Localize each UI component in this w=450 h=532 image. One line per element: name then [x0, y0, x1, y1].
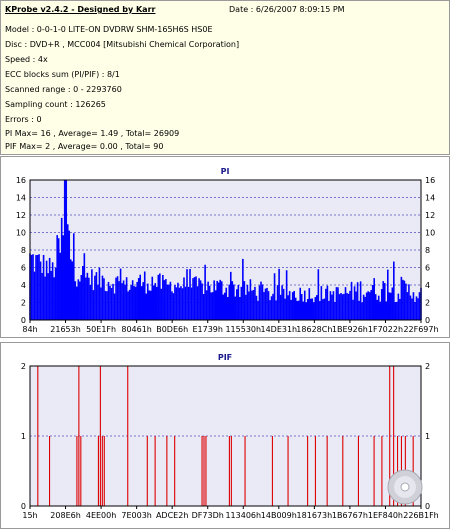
info-pif-summary: PIF Max= 2 , Average= 0.00 , Total= 90 [5, 142, 164, 151]
x-tick-label: 18628Ch [296, 325, 332, 334]
x-tick-label: 113406h [225, 511, 261, 520]
info-sampling-count: Sampling count : 126265 [5, 100, 106, 109]
pi-bars [29, 180, 422, 320]
y-tick-label: 16 [16, 176, 26, 185]
pi-y-axis-right: 0 2 4 6 8 10 12 14 16 [425, 176, 435, 325]
x-tick-label: 208E6h [50, 511, 80, 520]
x-tick-label: 14DE31h [260, 325, 297, 334]
app-title: KProbe v2.4.2 - Designed by Karr [5, 5, 156, 14]
x-tick-label: 84h [22, 325, 37, 334]
x-tick-label: 22F697h [403, 325, 438, 334]
y-tick-label: 2 [21, 299, 26, 308]
y-tick-label: 14 [425, 194, 435, 203]
y-tick-label: 8 [21, 246, 26, 255]
pi-y-axis-left: 0 2 4 6 8 10 12 14 16 [16, 176, 26, 325]
pif-chart-title: PIF [218, 353, 232, 362]
y-tick-label: 16 [425, 176, 435, 185]
y-tick-label: 2 [425, 362, 430, 371]
pi-x-axis: 84h 21653h 50E1Fh 80461h B0DE6h E1739h 115530h… [22, 320, 439, 334]
info-ecc-blocks: ECC blocks sum (PI/PIF) : 8/1 [5, 70, 120, 79]
y-tick-label: 8 [425, 246, 430, 255]
x-tick-label: 14B009h [261, 511, 297, 520]
pi-chart-title: PI [221, 167, 230, 176]
y-tick-label: 1 [21, 432, 26, 441]
y-tick-label: 12 [425, 211, 435, 220]
y-tick-label: 10 [16, 229, 26, 238]
y-tick-label: 6 [21, 264, 26, 273]
x-tick-label: 1BE926h [332, 325, 368, 334]
disc-icon [387, 469, 423, 505]
x-tick-label: 80461h [121, 325, 152, 334]
pif-chart-panel: PIF 0 1 2 0 1 2 15h 208E6h 4EE00h 7E003h ADCE2h D… [0, 342, 450, 529]
pif-x-axis: 15h 208E6h 4EE00h 7E003h ADCE2h DF73Dh 113406h… [22, 506, 439, 520]
y-tick-label: 2 [21, 362, 26, 371]
x-tick-label: 4EE00h [86, 511, 116, 520]
pif-y-axis-right: 0 1 2 [425, 362, 430, 511]
info-errors: Errors : 0 [5, 115, 42, 124]
y-tick-label: 1 [425, 432, 430, 441]
x-tick-label: 1F7022h [368, 325, 403, 334]
pif-plot-border [29, 365, 422, 507]
y-tick-label: 0 [21, 502, 26, 511]
x-tick-label: 7E003h [121, 511, 151, 520]
x-tick-label: B0DE6h [156, 325, 188, 334]
info-disc: Disc : DVD+R , MCC004 [Mitsubishi Chemic… [5, 40, 240, 49]
pif-y-axis-left: 0 1 2 [21, 362, 26, 511]
pi-chart: PI 0 2 4 6 8 10 12 14 16 0 2 4 6 8 10 12 14 16 84h 21653h… [16, 167, 439, 334]
y-tick-label: 0 [21, 316, 26, 325]
x-tick-label: 15h [22, 511, 37, 520]
x-tick-label: 50E1Fh [86, 325, 116, 334]
x-tick-label: 115530h [225, 325, 261, 334]
x-tick-label: ADCE2h [156, 511, 188, 520]
scan-info-panel: KProbe v2.4.2 - Designed by Karr Date : … [0, 0, 450, 155]
x-tick-label: 21653h [50, 325, 81, 334]
scan-date: Date : 6/26/2007 8:09:15 PM [229, 5, 345, 14]
x-tick-label: 1B6767h [332, 511, 368, 520]
pif-chart: PIF 0 1 2 0 1 2 15h 208E6h 4EE00h 7E003h ADCE2h D… [21, 353, 439, 520]
y-tick-label: 0 [425, 502, 430, 511]
y-tick-label: 4 [425, 281, 430, 290]
pi-plot-border [29, 179, 422, 321]
y-tick-label: 10 [425, 229, 435, 238]
y-tick-label: 4 [21, 281, 26, 290]
y-tick-label: 6 [425, 264, 430, 273]
info-scanned-range: Scanned range : 0 - 2293760 [5, 85, 122, 94]
x-tick-label: 1EF840h [368, 511, 403, 520]
info-speed: Speed : 4x [5, 55, 48, 64]
y-tick-label: 0 [425, 316, 430, 325]
info-model: Model : 0-0-1-0 LITE-ON DVDRW SHM-165H6S… [5, 25, 213, 34]
x-tick-label: DF73Dh [192, 511, 224, 520]
x-tick-label: 226B1Fh [403, 511, 439, 520]
x-tick-label: E1739h [192, 325, 222, 334]
info-pi-summary: PI Max= 16 , Average= 1.49 , Total= 2690… [5, 129, 180, 138]
x-tick-label: 181673h [297, 511, 333, 520]
y-tick-label: 2 [425, 299, 430, 308]
y-tick-label: 12 [16, 211, 26, 220]
pi-chart-panel: PI 0 2 4 6 8 10 12 14 16 0 2 4 6 8 10 12 14 16 84h 21653h… [0, 156, 450, 338]
y-tick-label: 14 [16, 194, 26, 203]
